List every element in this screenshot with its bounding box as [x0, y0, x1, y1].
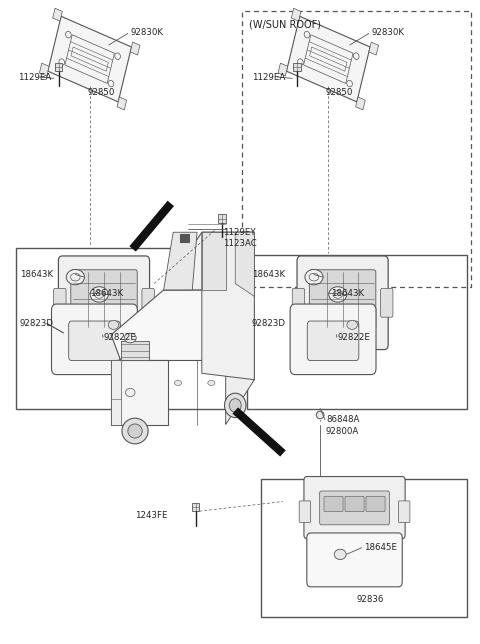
FancyBboxPatch shape [54, 289, 66, 317]
Polygon shape [130, 42, 140, 55]
Ellipse shape [66, 269, 84, 285]
Ellipse shape [75, 334, 86, 343]
Ellipse shape [90, 287, 108, 302]
FancyBboxPatch shape [51, 304, 137, 375]
FancyBboxPatch shape [69, 321, 120, 361]
Polygon shape [164, 232, 197, 290]
Bar [192, 503, 199, 511]
Text: 18645E: 18645E [364, 543, 397, 552]
Bar [180, 234, 189, 242]
Bar [262, 479, 467, 617]
Text: 92836: 92836 [357, 594, 384, 603]
Text: 1243FE: 1243FE [135, 511, 168, 520]
Polygon shape [111, 361, 120, 424]
Text: 92850: 92850 [87, 88, 115, 97]
Polygon shape [202, 232, 226, 290]
Polygon shape [117, 97, 127, 110]
FancyBboxPatch shape [398, 501, 410, 522]
Polygon shape [278, 63, 288, 76]
Polygon shape [39, 63, 49, 76]
FancyBboxPatch shape [292, 289, 305, 317]
Bar [242, 11, 471, 287]
Ellipse shape [122, 334, 132, 343]
Ellipse shape [107, 334, 118, 343]
Ellipse shape [208, 381, 215, 386]
Ellipse shape [361, 334, 371, 343]
Text: 1129EA: 1129EA [252, 73, 285, 82]
Ellipse shape [225, 393, 246, 417]
FancyBboxPatch shape [307, 533, 402, 587]
FancyBboxPatch shape [297, 256, 388, 350]
Polygon shape [235, 232, 254, 296]
Text: 1129EA: 1129EA [18, 73, 51, 82]
Ellipse shape [329, 287, 347, 302]
Ellipse shape [174, 381, 181, 386]
Text: 1123AC: 1123AC [223, 239, 257, 248]
Text: 92823D: 92823D [252, 319, 286, 328]
Polygon shape [111, 361, 168, 424]
FancyBboxPatch shape [142, 289, 155, 317]
Ellipse shape [108, 321, 119, 329]
Ellipse shape [305, 269, 323, 285]
Polygon shape [287, 16, 370, 102]
Text: 18643K: 18643K [20, 270, 53, 279]
Ellipse shape [334, 549, 346, 560]
Polygon shape [164, 232, 254, 290]
Polygon shape [202, 232, 254, 380]
Text: 92822E: 92822E [104, 333, 137, 342]
Text: 92830K: 92830K [371, 28, 404, 37]
Bar [120, 341, 149, 361]
Ellipse shape [329, 334, 339, 343]
Ellipse shape [128, 424, 142, 438]
Polygon shape [48, 16, 132, 102]
FancyBboxPatch shape [324, 497, 343, 511]
Bar [218, 214, 226, 223]
Text: 86848A: 86848A [326, 415, 359, 424]
Ellipse shape [316, 411, 324, 419]
FancyBboxPatch shape [320, 491, 389, 525]
Bar [16, 248, 240, 408]
Ellipse shape [346, 334, 356, 343]
Polygon shape [291, 8, 301, 21]
FancyBboxPatch shape [290, 304, 376, 375]
Text: 92823D: 92823D [20, 319, 54, 328]
Text: 92822E: 92822E [338, 333, 371, 342]
Ellipse shape [122, 418, 148, 444]
FancyBboxPatch shape [304, 477, 405, 539]
Ellipse shape [347, 321, 358, 329]
FancyBboxPatch shape [299, 501, 311, 522]
Ellipse shape [125, 388, 135, 397]
FancyBboxPatch shape [366, 497, 385, 511]
Text: 18643K: 18643K [90, 289, 123, 298]
Text: 1129EY: 1129EY [223, 228, 256, 237]
Text: 92830K: 92830K [130, 28, 163, 37]
Text: 18643K: 18643K [331, 289, 364, 298]
Text: (W/SUN ROOF): (W/SUN ROOF) [249, 19, 321, 30]
Polygon shape [356, 97, 365, 110]
Polygon shape [226, 232, 254, 424]
Text: 18643K: 18643K [252, 270, 285, 279]
Text: 92800A: 92800A [326, 426, 359, 435]
Text: 92850: 92850 [326, 88, 353, 97]
Ellipse shape [124, 333, 136, 343]
FancyBboxPatch shape [71, 270, 137, 329]
FancyBboxPatch shape [381, 289, 393, 317]
Ellipse shape [90, 334, 101, 343]
FancyBboxPatch shape [59, 256, 150, 350]
Bar [247, 254, 467, 408]
Bar [55, 63, 62, 71]
Polygon shape [369, 42, 379, 55]
FancyBboxPatch shape [310, 270, 376, 329]
Bar [293, 63, 301, 71]
FancyBboxPatch shape [307, 321, 359, 361]
Ellipse shape [229, 399, 241, 412]
FancyBboxPatch shape [345, 497, 364, 511]
Polygon shape [53, 8, 62, 21]
Ellipse shape [314, 334, 324, 343]
Polygon shape [111, 290, 226, 361]
